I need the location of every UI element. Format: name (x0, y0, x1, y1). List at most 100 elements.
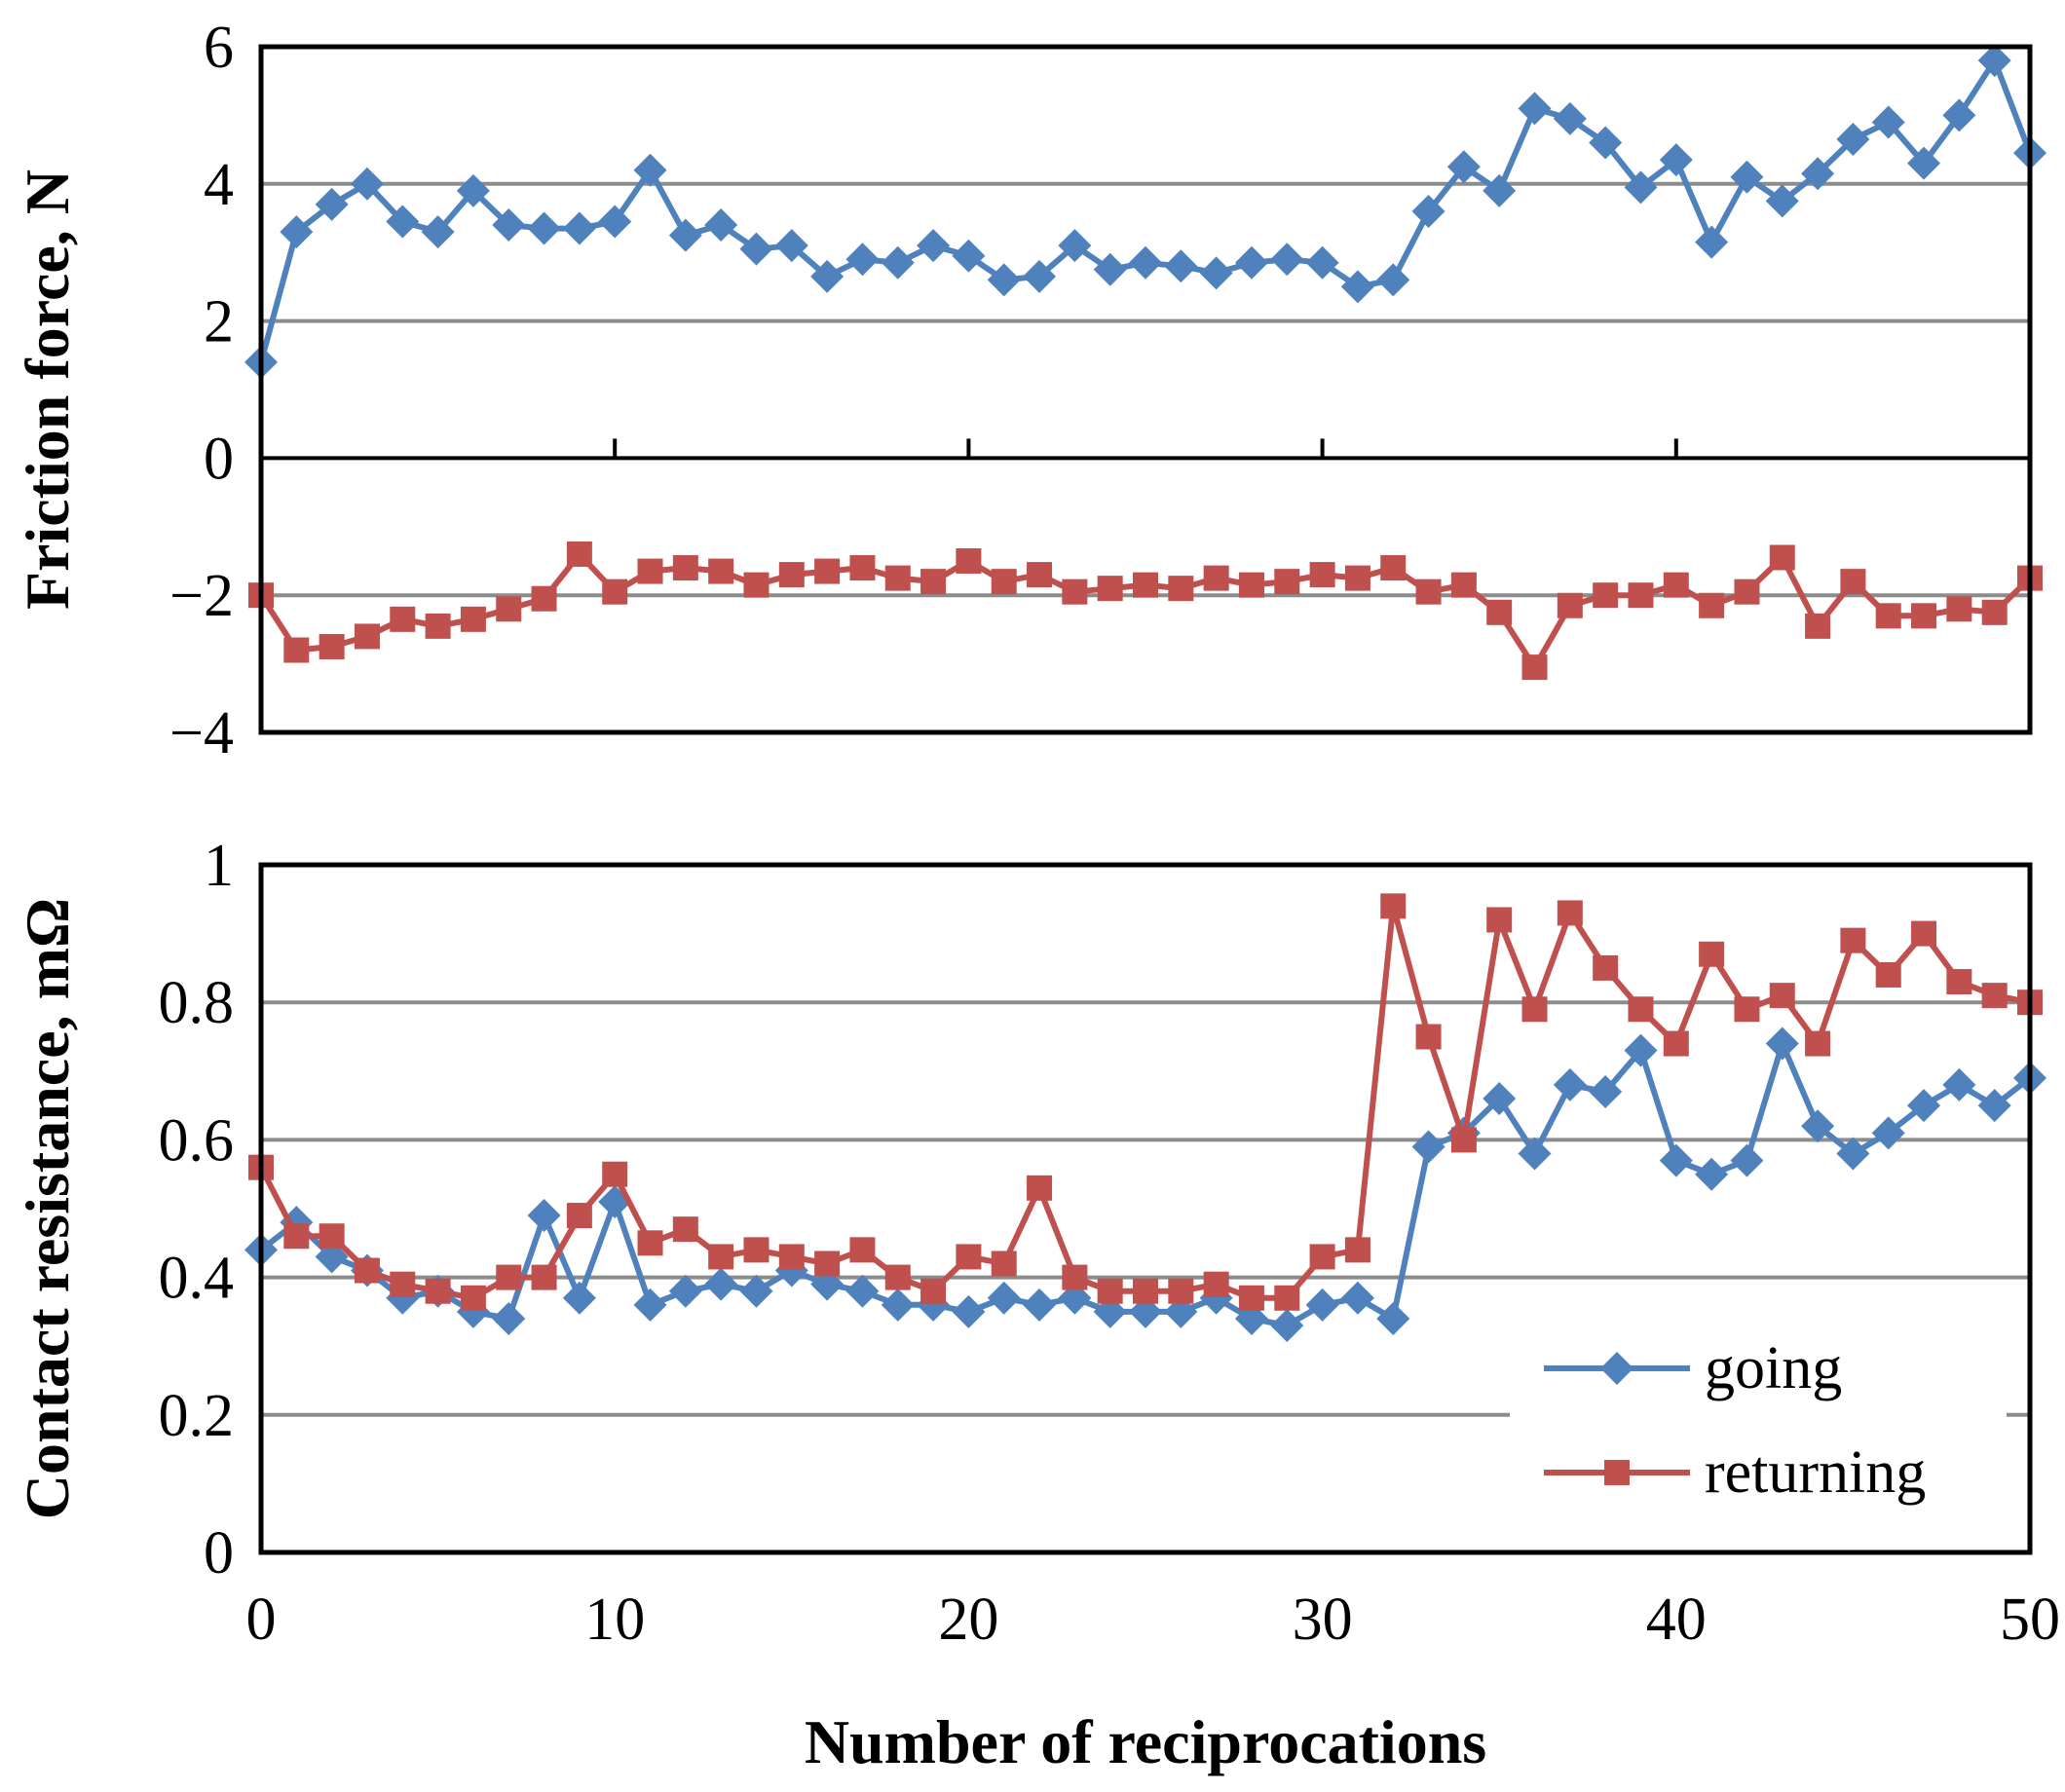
resistance-returning-point (1344, 1237, 1370, 1263)
friction-grid (261, 181, 2030, 598)
resistance-going-point (1695, 1157, 1729, 1191)
friction-going-point (739, 232, 773, 266)
legend-entry-going: going (1544, 1335, 1842, 1401)
friction-returning-line (258, 551, 2033, 671)
resistance-returning-point (1027, 1175, 1053, 1201)
friction-returning-point (283, 637, 310, 663)
friction-going-point (1023, 259, 1057, 293)
friction-returning-point (1274, 569, 1300, 595)
resistance-returning-point (849, 1237, 876, 1263)
friction-returning-point (1769, 544, 1795, 571)
resistance-going-point (1942, 1067, 1976, 1101)
legend-background (1510, 1325, 2007, 1544)
friction-returning-point (1062, 579, 1088, 605)
friction-returning-point (1309, 562, 1335, 588)
x-tick-label: 30 (1293, 1587, 1353, 1653)
friction-going-point (315, 187, 349, 221)
friction-going-point (1730, 160, 1764, 194)
friction-returning-point (1097, 576, 1123, 602)
friction-going-point (1518, 92, 1552, 126)
resistance-going-point (845, 1274, 880, 1308)
resistance-y-tick-label: 0.2 (159, 1383, 235, 1449)
resistance-returning-point (319, 1223, 345, 1250)
resistance-returning-point (1734, 996, 1760, 1023)
friction-going-point (1164, 249, 1198, 283)
resistance-returning-point (778, 1244, 805, 1270)
resistance-going-point (1518, 1137, 1552, 1171)
friction-going-point (598, 205, 632, 239)
friction-y-tick-label: 2 (204, 289, 234, 355)
friction-going-point (1695, 225, 1729, 259)
friction-going-point (1411, 194, 1446, 228)
legend-going-label: going (1705, 1335, 1842, 1401)
legend-entry-returning: returning (1544, 1439, 1926, 1506)
resistance-returning-point (390, 1271, 416, 1297)
resistance-returning-point (1981, 983, 2008, 1009)
friction-returning-point (1450, 572, 1477, 598)
resistance-going-point (1483, 1082, 1517, 1116)
friction-going-point (1801, 157, 1835, 191)
resistance-returning-point (991, 1251, 1017, 1277)
friction-going-point (668, 218, 702, 252)
resistance-returning-point (460, 1285, 486, 1311)
resistance-returning-point (354, 1257, 380, 1284)
resistance-y-tick-label: 0.6 (159, 1107, 235, 1174)
friction-y-axis-title: Friction force, N (13, 169, 82, 610)
x-tick-label: 20 (938, 1587, 998, 1653)
resistance-returning-point (1133, 1278, 1158, 1304)
friction-returning-point (1911, 603, 1937, 629)
friction-returning-point (1203, 565, 1229, 591)
friction-going-point (1907, 146, 1941, 180)
friction-force-chart: 6 4 2 0 −2 −4 Friction force, N (13, 15, 2046, 766)
friction-going-point (1553, 101, 1587, 135)
friction-returning-point (849, 555, 876, 581)
resistance-going-point (668, 1274, 702, 1308)
resistance-returning-point (1203, 1271, 1229, 1297)
resistance-returning-point (1380, 893, 1407, 919)
friction-going-point (881, 245, 915, 280)
friction-plot-frame (258, 44, 2033, 735)
friction-returning-point (319, 634, 345, 659)
friction-returning-point (460, 606, 486, 632)
friction-going-line (258, 57, 2033, 363)
resistance-returning-point (496, 1264, 522, 1290)
resistance-going-point (1624, 1033, 1658, 1067)
friction-returning-point (672, 555, 698, 581)
friction-y-tick-label: 6 (204, 15, 234, 81)
x-axis-title: Number of reciprocations (805, 1707, 1486, 1776)
friction-returning-point (1521, 654, 1548, 681)
resistance-going-point (1977, 1089, 2011, 1123)
resistance-returning-point (1699, 941, 1725, 967)
friction-going-point (1589, 126, 1623, 160)
resistance-plot-frame (258, 862, 2033, 1555)
legend-going-marker (1600, 1352, 1633, 1385)
friction-returning-point (1486, 599, 1513, 625)
resistance-returning-point (1805, 1030, 1831, 1057)
resistance-returning-point (1840, 927, 1866, 953)
resistance-y-axis-title: Contact resistance, mΩ (13, 898, 82, 1519)
friction-returning-point (1593, 582, 1619, 609)
resistance-going-point (1836, 1137, 1870, 1171)
resistance-returning-point (1911, 920, 1937, 947)
x-tick-label: 10 (584, 1587, 645, 1653)
resistance-returning-point (1450, 1127, 1477, 1153)
friction-going-point (562, 211, 596, 245)
resistance-returning-point (425, 1278, 451, 1304)
resistance-returning-point (566, 1203, 592, 1229)
friction-going-point (1340, 270, 1374, 304)
friction-going-point (527, 211, 561, 245)
resistance-returning-point (884, 1264, 911, 1290)
friction-y-tick-label: 4 (204, 152, 234, 218)
friction-returning-point (390, 606, 416, 632)
resistance-returning-point (1309, 1244, 1335, 1270)
friction-going-point (1093, 252, 1127, 286)
friction-going-point (1305, 245, 1339, 280)
x-tick-labels: 0 10 20 30 40 50 (246, 1587, 2061, 1653)
resistance-returning-point (1769, 983, 1795, 1009)
resistance-going-point (1589, 1074, 1623, 1108)
friction-returning-point (425, 613, 451, 639)
resistance-returning-point (1663, 1030, 1689, 1057)
resistance-y-tick-labels: 1 0.8 0.6 0.4 0.2 0 (159, 833, 235, 1587)
friction-going-point (1199, 256, 1233, 290)
